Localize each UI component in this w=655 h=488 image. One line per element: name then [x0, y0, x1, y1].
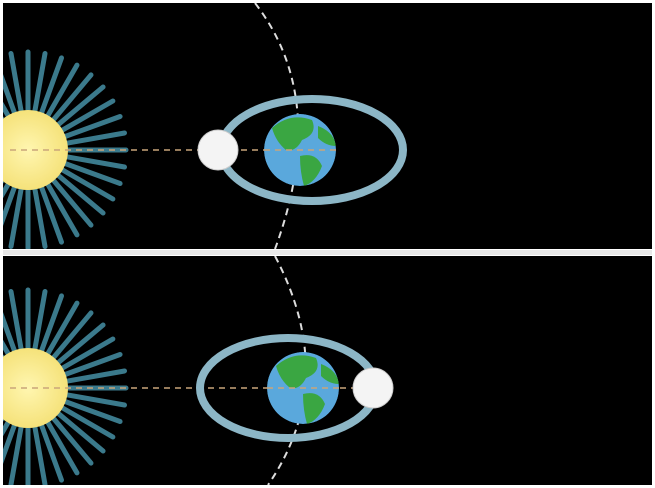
sun-ray [38, 55, 65, 117]
sun-ray [61, 351, 123, 378]
sun-ray [3, 183, 18, 226]
sun-ray [8, 288, 24, 354]
sun-ray [3, 101, 12, 120]
sun-ray [32, 50, 48, 116]
sun-ray [3, 180, 12, 199]
sun-ray [32, 422, 48, 485]
sun-ray [3, 339, 12, 358]
sun-ray [38, 421, 65, 483]
sun-ray [44, 418, 80, 476]
sun-ray [54, 322, 106, 367]
sun-ray [32, 184, 48, 249]
sun-ray [54, 171, 106, 216]
sun-ray [58, 404, 116, 440]
sun-ray [32, 288, 48, 354]
sun-ray [44, 180, 80, 238]
divider [3, 250, 652, 255]
sun-ray [44, 62, 80, 120]
sun-rays [3, 287, 129, 485]
sun-ray [61, 113, 123, 140]
sun-ray [38, 293, 65, 355]
sun-ray [58, 98, 116, 134]
sun-ray [62, 130, 128, 146]
sun-ray [3, 421, 18, 464]
sun-ray [3, 312, 18, 355]
top-scene [3, 3, 407, 249]
sun-rays [3, 49, 129, 249]
sun-ray [61, 398, 123, 425]
sun-ray [49, 176, 94, 228]
sun-ray [54, 409, 106, 454]
sun-ray [61, 160, 123, 187]
sun-ray [8, 422, 24, 485]
sun-ray [3, 418, 12, 437]
bottom-scene [3, 256, 394, 485]
sun-ray [62, 392, 128, 408]
top-panel [3, 3, 652, 249]
sun-ray [8, 184, 24, 249]
moon [197, 129, 239, 171]
sun-ray [38, 183, 65, 245]
sun-ray [8, 50, 24, 116]
earth-orbit-path [254, 3, 300, 249]
sun-ray [54, 84, 106, 129]
sun-ray [49, 414, 94, 466]
sun-ray [49, 72, 94, 124]
sun-ray [58, 166, 116, 202]
sun-ray [58, 336, 116, 372]
sun-ray [3, 74, 18, 117]
moon [352, 367, 394, 409]
sun-ray [62, 368, 128, 384]
sun-ray [49, 310, 94, 362]
sun-ray [62, 154, 128, 170]
sun-ray [44, 300, 80, 358]
